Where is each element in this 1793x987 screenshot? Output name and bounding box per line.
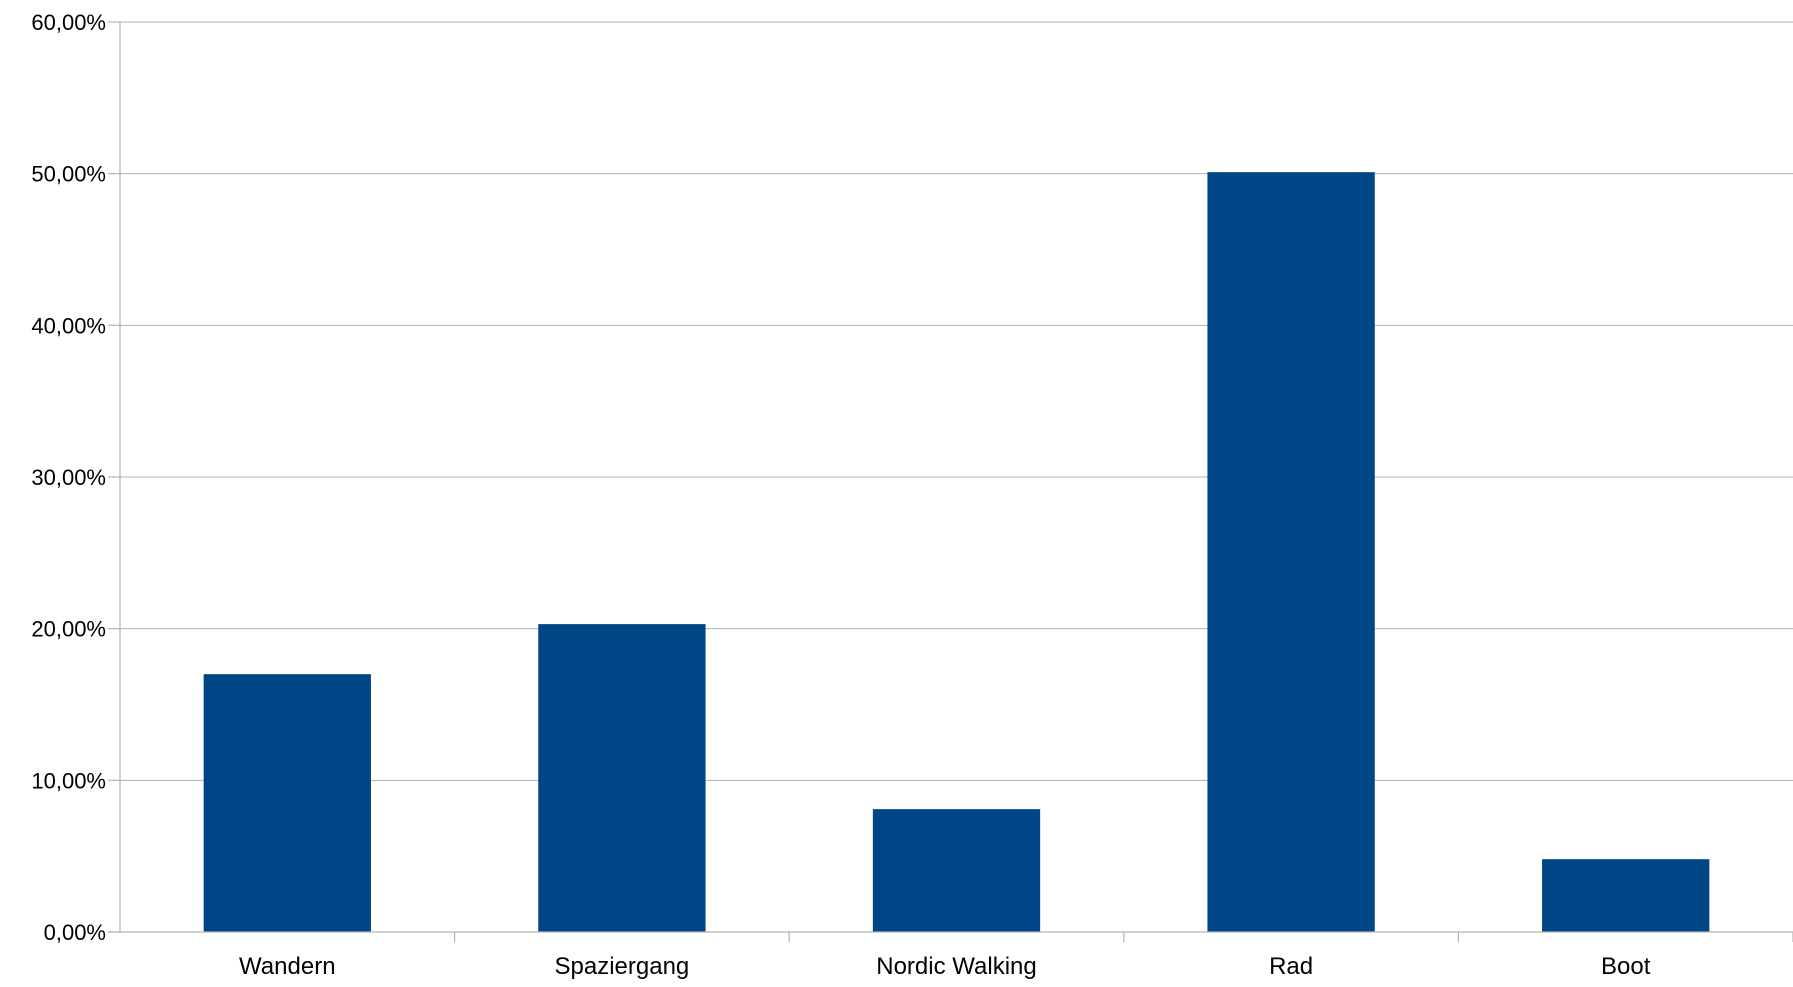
y-tick-label: 40,00% — [31, 313, 106, 338]
x-category-label: Spaziergang — [555, 953, 690, 980]
y-tick-label: 60,00% — [31, 10, 106, 35]
y-tick-label: 10,00% — [31, 768, 106, 793]
x-category-labels: Wandern Spaziergang Nordic Walking Rad Boot — [239, 953, 1651, 980]
x-category-label: Boot — [1601, 953, 1651, 980]
bar-nordic-walking — [872, 809, 1041, 932]
bar-rad — [1207, 172, 1375, 932]
bars — [203, 172, 1710, 932]
x-category-label: Wandern — [239, 953, 336, 980]
bar-wandern — [203, 674, 371, 932]
x-category-label: Nordic Walking — [876, 953, 1037, 980]
y-tick-label: 20,00% — [31, 617, 106, 642]
y-tick-label: 0,00% — [44, 920, 106, 945]
bar-spaziergang — [538, 624, 706, 932]
x-category-label: Rad — [1269, 953, 1313, 980]
y-tick-labels: 0,00% 10,00% 20,00% 30,00% 40,00% 50,00% 60,00… — [31, 10, 106, 945]
axes — [108, 21, 1793, 942]
bar-boot — [1542, 859, 1710, 932]
gridlines — [120, 21, 1793, 781]
y-tick-label: 50,00% — [31, 162, 106, 187]
y-tick-label: 30,00% — [31, 465, 106, 490]
